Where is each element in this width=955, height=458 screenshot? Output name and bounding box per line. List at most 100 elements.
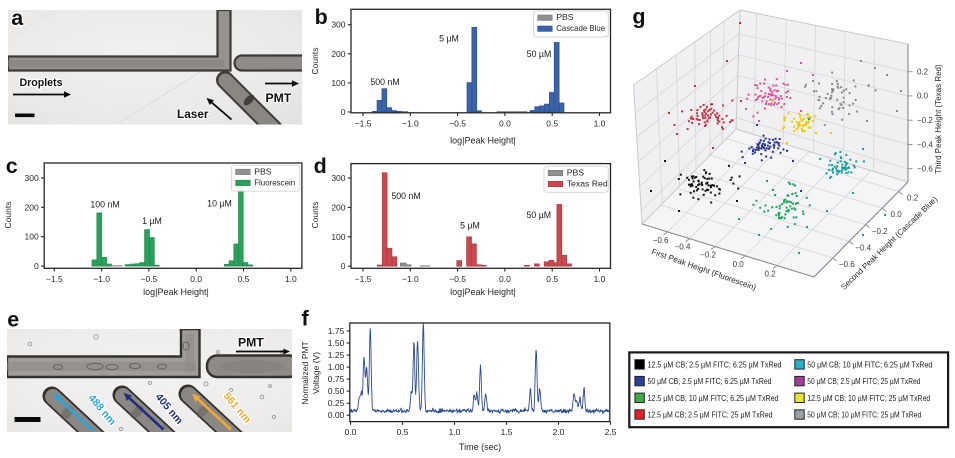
svg-text:−0.5: −0.5 bbox=[141, 274, 158, 284]
svg-text:12.5 µM CB; 10 µM FITC; 25 µM: 12.5 µM CB; 10 µM FITC; 25 µM TxRed bbox=[807, 393, 930, 403]
svg-text:PBS: PBS bbox=[556, 12, 574, 22]
svg-text:2.5: 2.5 bbox=[605, 427, 617, 437]
svg-text:−0.6: −0.6 bbox=[653, 236, 669, 245]
svg-text:100 nM: 100 nM bbox=[90, 200, 119, 210]
svg-text:12.5 µM CB; 10 µM FITC; 6.25 µ: 12.5 µM CB; 10 µM FITC; 6.25 µM TxRed bbox=[648, 393, 779, 403]
svg-text:0.5: 0.5 bbox=[546, 118, 558, 128]
svg-text:log|Peak Height|: log|Peak Height| bbox=[450, 136, 516, 146]
svg-text:−0.2: −0.2 bbox=[917, 116, 933, 125]
svg-text:300: 300 bbox=[25, 173, 39, 183]
svg-text:0.0: 0.0 bbox=[891, 210, 903, 219]
svg-text:0.0: 0.0 bbox=[345, 427, 357, 437]
svg-text:−1.0: −1.0 bbox=[93, 274, 110, 284]
svg-text:0.75: 0.75 bbox=[328, 374, 345, 384]
svg-text:50 µM CB; 10 µM FITC; 6.25 µM: 50 µM CB; 10 µM FITC; 6.25 µM TxRed bbox=[807, 360, 932, 370]
svg-text:0.5: 0.5 bbox=[397, 427, 409, 437]
svg-text:−0.6: −0.6 bbox=[917, 165, 933, 174]
svg-text:300: 300 bbox=[331, 173, 345, 183]
svg-text:−0.4: −0.4 bbox=[855, 243, 871, 252]
svg-text:0: 0 bbox=[341, 261, 346, 271]
svg-text:g: g bbox=[632, 5, 645, 29]
svg-text:0.0: 0.0 bbox=[499, 274, 511, 284]
svg-text:0.2: 0.2 bbox=[907, 194, 919, 203]
svg-text:1 µM: 1 µM bbox=[142, 216, 162, 226]
svg-text:Cascade Blue: Cascade Blue bbox=[556, 23, 605, 33]
svg-text:a: a bbox=[11, 6, 24, 30]
svg-text:Third Peak Height (Texas Red): Third Peak Height (Texas Red) bbox=[934, 64, 943, 174]
svg-text:1.0: 1.0 bbox=[449, 427, 461, 437]
svg-text:Counts: Counts bbox=[3, 202, 13, 229]
svg-text:200: 200 bbox=[25, 202, 39, 212]
svg-text:c: c bbox=[6, 154, 18, 178]
svg-text:PBS: PBS bbox=[567, 168, 585, 178]
svg-text:b: b bbox=[315, 5, 328, 29]
svg-text:−1.0: −1.0 bbox=[402, 118, 419, 128]
svg-text:0.00: 0.00 bbox=[328, 410, 345, 420]
svg-text:1.0: 1.0 bbox=[594, 274, 606, 284]
svg-text:1.75: 1.75 bbox=[328, 326, 345, 336]
svg-text:1.5: 1.5 bbox=[501, 427, 513, 437]
svg-text:Droplets: Droplets bbox=[20, 77, 63, 89]
svg-text:Laser: Laser bbox=[177, 107, 209, 121]
svg-text:0: 0 bbox=[341, 107, 346, 117]
svg-text:1.50: 1.50 bbox=[328, 338, 345, 348]
svg-text:0.2: 0.2 bbox=[917, 68, 929, 77]
svg-text:Counts: Counts bbox=[310, 202, 320, 229]
svg-text:1.25: 1.25 bbox=[328, 350, 345, 360]
svg-text:0.25: 0.25 bbox=[328, 398, 345, 408]
svg-text:0: 0 bbox=[34, 261, 39, 271]
svg-text:100: 100 bbox=[331, 78, 345, 88]
svg-text:Counts: Counts bbox=[310, 48, 320, 75]
svg-text:f: f bbox=[302, 307, 310, 331]
svg-text:Texas Red: Texas Red bbox=[567, 179, 608, 189]
svg-text:Normalized PMT: Normalized PMT bbox=[300, 341, 310, 404]
svg-text:log|Peak Height|: log|Peak Height| bbox=[450, 287, 516, 297]
svg-text:1.00: 1.00 bbox=[328, 362, 345, 372]
svg-text:5 µM: 5 µM bbox=[439, 34, 459, 44]
svg-text:200: 200 bbox=[331, 49, 345, 59]
svg-text:100: 100 bbox=[25, 232, 39, 242]
svg-text:PMT: PMT bbox=[266, 91, 292, 105]
svg-text:−1.0: −1.0 bbox=[402, 274, 419, 284]
svg-text:−1.5: −1.5 bbox=[355, 274, 372, 284]
svg-text:500 nM: 500 nM bbox=[391, 191, 420, 201]
svg-text:5 µM: 5 µM bbox=[460, 221, 480, 231]
svg-text:0.2: 0.2 bbox=[764, 270, 776, 279]
svg-text:500 nM: 500 nM bbox=[370, 77, 399, 87]
svg-text:50 µM CB; 10 µM FITC; 25 µM Tx: 50 µM CB; 10 µM FITC; 25 µM TxRed bbox=[807, 410, 921, 420]
svg-text:50 µM: 50 µM bbox=[526, 210, 551, 220]
svg-text:50 µM CB; 2.5 µM FITC; 25 µM T: 50 µM CB; 2.5 µM FITC; 25 µM TxRed bbox=[807, 376, 920, 386]
svg-text:0.50: 0.50 bbox=[328, 386, 345, 396]
svg-text:1.0: 1.0 bbox=[285, 274, 297, 284]
svg-text:−0.4: −0.4 bbox=[917, 140, 933, 149]
svg-text:0.0: 0.0 bbox=[733, 260, 745, 269]
svg-text:2.0: 2.0 bbox=[553, 427, 565, 437]
svg-text:0.5: 0.5 bbox=[238, 274, 250, 284]
svg-text:200: 200 bbox=[331, 202, 345, 212]
svg-text:−0.5: −0.5 bbox=[449, 118, 466, 128]
svg-text:0.5: 0.5 bbox=[546, 274, 558, 284]
svg-text:−0.2: −0.2 bbox=[872, 227, 888, 236]
svg-text:1.0: 1.0 bbox=[594, 118, 606, 128]
svg-text:10 µM: 10 µM bbox=[207, 199, 232, 209]
svg-text:50 µM: 50 µM bbox=[527, 49, 552, 59]
svg-text:−1.5: −1.5 bbox=[46, 274, 63, 284]
svg-text:PBS: PBS bbox=[254, 166, 272, 176]
svg-text:−0.6: −0.6 bbox=[839, 260, 855, 269]
svg-text:−0.2: −0.2 bbox=[700, 251, 716, 260]
svg-text:0.0: 0.0 bbox=[499, 118, 511, 128]
svg-text:Voltage (V): Voltage (V) bbox=[311, 352, 321, 394]
svg-text:Fluorescein: Fluorescein bbox=[254, 177, 295, 187]
svg-text:100: 100 bbox=[331, 232, 345, 242]
svg-text:−1.5: −1.5 bbox=[355, 118, 372, 128]
svg-text:0.0: 0.0 bbox=[190, 274, 202, 284]
svg-text:50 µM CB; 2.5 µM FITC; 6.25 µM: 50 µM CB; 2.5 µM FITC; 6.25 µM TxRed bbox=[648, 376, 772, 386]
svg-text:−0.5: −0.5 bbox=[449, 274, 466, 284]
svg-text:d: d bbox=[314, 154, 327, 178]
svg-text:Time (sec): Time (sec) bbox=[459, 442, 501, 452]
svg-text:12.5 µM CB; 2.5 µM FITC; 6.25: 12.5 µM CB; 2.5 µM FITC; 6.25 µM TxRed bbox=[648, 360, 782, 370]
svg-text:e: e bbox=[7, 308, 19, 332]
svg-text:log|Peak Height|: log|Peak Height| bbox=[143, 287, 209, 297]
svg-text:PMT: PMT bbox=[238, 336, 264, 350]
svg-text:12.5 µM CB; 2.5 µM FITC; 25 µM: 12.5 µM CB; 2.5 µM FITC; 25 µM TxRed bbox=[648, 410, 773, 420]
